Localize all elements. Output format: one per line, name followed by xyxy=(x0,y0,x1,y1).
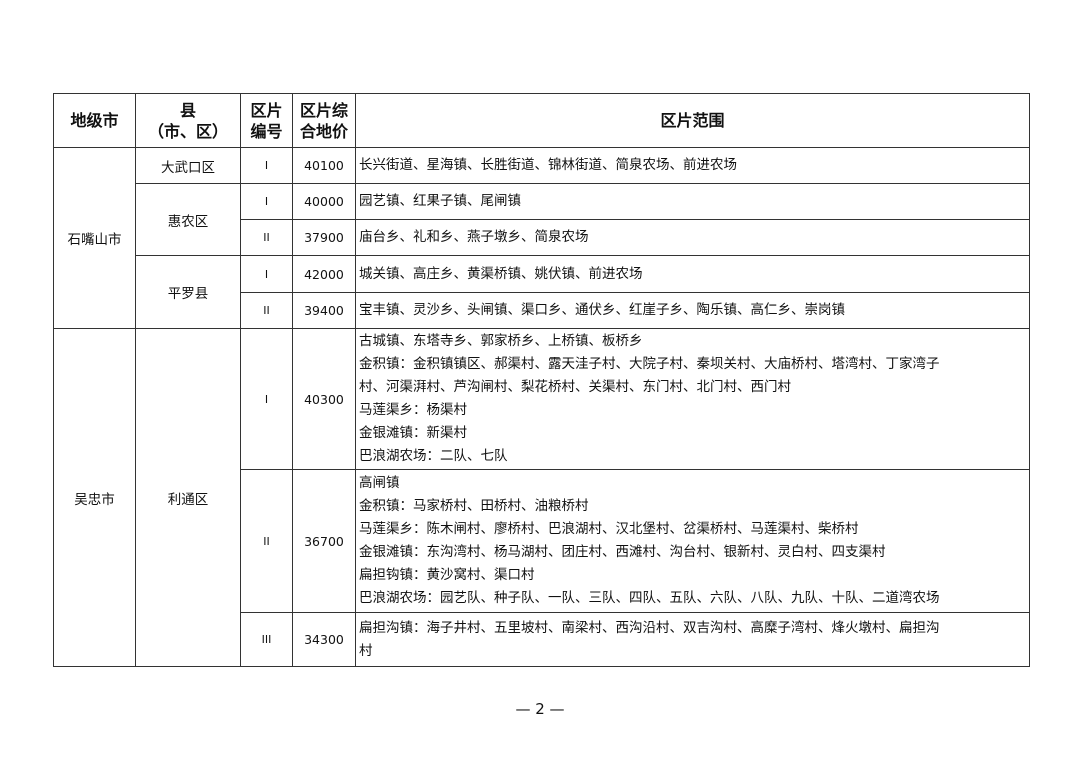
range-line: 金银滩镇：东沟湾村、杨马湖村、团庄村、西滩村、沟台村、银新村、灵白村、四支渠村 xyxy=(359,544,886,560)
header-zone-line: 编号 xyxy=(250,121,283,141)
table-row: II 36700 高闸镇 金积镇：马家桥村、田桥村、油粮桥村 马莲渠乡：陈木闸村… xyxy=(54,469,1030,613)
range-cell: 长兴街道、星海镇、长胜街道、锦林街道、简泉农场、前进农场 xyxy=(355,147,1030,184)
table-row: III 34300 扁担沟镇：海子井村、五里坡村、南梁村、西沟沿村、双吉沟村、高… xyxy=(54,612,1030,667)
price-cell: 34300 xyxy=(292,612,356,667)
header-row: 地级市 县（市、区） 区片 编号 区片综 合地价 区片范围 xyxy=(53,93,1030,148)
header-zone-line: 区片 xyxy=(250,100,283,120)
range-cell: 高闸镇 金积镇：马家桥村、田桥村、油粮桥村 马莲渠乡：陈木闸村、廖桥村、巴浪湖村… xyxy=(355,469,1030,613)
county-cell: 惠农区 xyxy=(135,183,241,256)
zone-cell: II xyxy=(240,219,293,256)
zone-cell: I xyxy=(240,255,293,293)
header-city: 地级市 xyxy=(53,93,136,148)
range-line: 高闸镇 xyxy=(359,475,400,491)
range-line: 扁担沟镇：海子井村、五里坡村、南梁村、西沟沿村、双吉沟村、高糜子湾村、烽火墩村、… xyxy=(359,619,940,636)
table-row: 惠农区 I 40000 园艺镇、红果子镇、尾闸镇 xyxy=(54,183,1030,256)
header-county-line: 县 xyxy=(179,100,196,120)
range-cell: 城关镇、高庄乡、黄渠桥镇、姚伏镇、前进农场 xyxy=(355,255,1030,293)
range-line: 长兴街道、星海镇、长胜街道、锦林街道、简泉农场、前进农场 xyxy=(359,157,737,173)
range-cell: 宝丰镇、灵沙乡、头闸镇、渠口乡、通伏乡、红崖子乡、陶乐镇、高仁乡、崇岗镇 xyxy=(355,292,1030,329)
header-zone: 区片 编号 xyxy=(240,93,293,148)
header-county-line: （市、区） xyxy=(147,121,228,141)
range-line: 村、河渠湃村、芦沟闸村、梨花桥村、关渠村、东门村、北门村、西门村 xyxy=(359,379,791,395)
range-line: 庙台乡、礼和乡、燕子墩乡、简泉农场 xyxy=(359,229,589,245)
price-cell: 36700 xyxy=(292,469,356,613)
range-cell: 园艺镇、红果子镇、尾闸镇 xyxy=(355,183,1030,220)
range-line: 村 xyxy=(359,642,373,659)
range-line: 马莲渠乡：陈木闸村、廖桥村、巴浪湖村、汉北堡村、岔渠桥村、马莲渠村、柴桥村 xyxy=(359,521,859,537)
zone-cell: II xyxy=(240,469,293,613)
range-line: 扁担钩镇：黄沙窝村、渠口村 xyxy=(359,567,535,583)
header-county: 县（市、区） xyxy=(135,93,241,148)
table-row: 石嘴山市 大武口区 I 40100 长兴街道、星海镇、长胜街道、锦林街道、简泉农… xyxy=(53,147,1030,329)
range-line: 宝丰镇、灵沙乡、头闸镇、渠口乡、通伏乡、红崖子乡、陶乐镇、高仁乡、崇岗镇 xyxy=(359,302,845,318)
range-line: 城关镇、高庄乡、黄渠桥镇、姚伏镇、前进农场 xyxy=(359,265,643,282)
zone-cell: II xyxy=(240,292,293,329)
price-cell: 40000 xyxy=(292,183,356,220)
range-line: 金积镇：金积镇镇区、郝渠村、露天洼子村、大院子村、秦坝关村、大庙桥村、塔湾村、丁… xyxy=(359,356,940,372)
city-cell: 石嘴山市 xyxy=(53,147,136,329)
price-cell: 37900 xyxy=(292,219,356,256)
header-price-line: 区片综 xyxy=(299,100,348,120)
header-price: 区片综 合地价 xyxy=(292,93,356,148)
land-price-table: 地级市 县（市、区） 区片 编号 区片综 合地价 区片范围 石嘴山市 大武口区 I … xyxy=(53,93,1030,667)
price-cell: 42000 xyxy=(292,255,356,293)
range-line: 金银滩镇：新渠村 xyxy=(359,425,467,441)
county-cell: 大武口区 xyxy=(135,147,241,184)
table-row: 吴忠市 利通区 I 40300 古城镇、东塔寺乡、郭家桥乡、上桥镇、板桥乡 金积… xyxy=(53,328,1030,667)
zone-cell: III xyxy=(240,612,293,667)
range-cell: 古城镇、东塔寺乡、郭家桥乡、上桥镇、板桥乡 金积镇：金积镇镇区、郝渠村、露天洼子… xyxy=(355,328,1030,470)
range-cell: 庙台乡、礼和乡、燕子墩乡、简泉农场 xyxy=(355,219,1030,256)
range-line: 巴浪湖农场：二队、七队 xyxy=(359,448,508,464)
range-line: 巴浪湖农场：园艺队、种子队、一队、三队、四队、五队、六队、八队、九队、十队、二道… xyxy=(359,590,940,606)
range-cell: 扁担沟镇：海子井村、五里坡村、南梁村、西沟沿村、双吉沟村、高糜子湾村、烽火墩村、… xyxy=(355,612,1030,667)
zone-cell: I xyxy=(240,328,293,470)
table-row: II 39400 宝丰镇、灵沙乡、头闸镇、渠口乡、通伏乡、红崖子乡、陶乐镇、高仁… xyxy=(54,292,1030,329)
range-line: 古城镇、东塔寺乡、郭家桥乡、上桥镇、板桥乡 xyxy=(359,333,643,349)
price-cell: 40300 xyxy=(292,328,356,470)
county-cell: 利通区 xyxy=(135,328,241,667)
page-number: — 2 — xyxy=(515,700,565,718)
header-price-line: 合地价 xyxy=(299,121,348,141)
header-range: 区片范围 xyxy=(355,93,1030,148)
range-line: 马莲渠乡：杨渠村 xyxy=(359,402,467,418)
table-row: 平罗县 I 42000 城关镇、高庄乡、黄渠桥镇、姚伏镇、前进农场 xyxy=(54,255,1030,329)
zone-cell: I xyxy=(240,183,293,220)
city-cell: 吴忠市 xyxy=(53,328,136,667)
price-cell: 40100 xyxy=(292,147,356,184)
range-line: 金积镇：马家桥村、田桥村、油粮桥村 xyxy=(359,498,589,514)
county-cell: 平罗县 xyxy=(135,255,241,329)
zone-cell: I xyxy=(240,147,293,184)
range-line: 园艺镇、红果子镇、尾闸镇 xyxy=(359,193,521,209)
price-cell: 39400 xyxy=(292,292,356,329)
table-row: II 37900 庙台乡、礼和乡、燕子墩乡、简泉农场 xyxy=(54,219,1030,256)
